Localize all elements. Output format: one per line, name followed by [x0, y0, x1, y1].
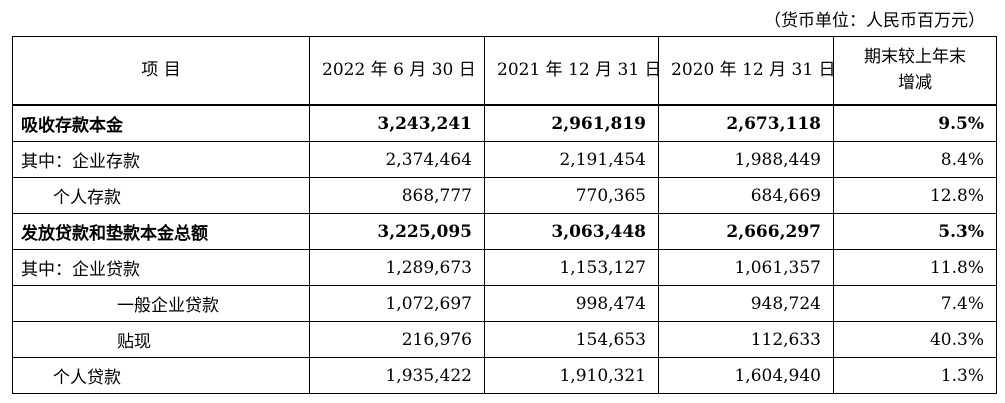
- currency-unit-note: （货币单位：人民币百万元）: [764, 11, 985, 31]
- cell-value: 684,669: [658, 177, 834, 214]
- header-change-line1: 期末较上年末: [864, 47, 966, 67]
- cell-value: 998,474: [484, 285, 659, 322]
- table-header-row: 项 目 2022 年 6 月 30 日 2021 年 12 月 31 日 202…: [12, 36, 997, 106]
- cell-value: 1,072,697: [309, 285, 485, 322]
- cell-value: 3,063,448: [484, 213, 659, 250]
- table-row: 个人存款 868,777 770,365 684,669 12.8%: [12, 177, 997, 214]
- row-label: 个人存款: [12, 177, 310, 214]
- cell-value: 1,988,449: [658, 141, 834, 178]
- cell-value: 112,633: [658, 321, 834, 358]
- cell-change: 11.8%: [833, 249, 997, 286]
- cell-value: 216,976: [309, 321, 485, 358]
- header-item: 项 目: [12, 36, 310, 106]
- cell-value: 2,666,297: [658, 213, 834, 250]
- cell-change: 9.5%: [833, 104, 997, 142]
- header-2021-12-31: 2021 年 12 月 31 日: [484, 36, 662, 106]
- cell-value: 868,777: [309, 177, 485, 214]
- cell-value: 2,961,819: [484, 104, 659, 142]
- cell-change: 1.3%: [833, 357, 997, 394]
- cell-change: 8.4%: [833, 141, 997, 178]
- cell-change: 40.3%: [833, 321, 997, 358]
- cell-value: 948,724: [658, 285, 834, 322]
- header-2020-12-31: 2020 年 12 月 31 日: [658, 36, 836, 106]
- row-label: 吸收存款本金: [12, 104, 310, 142]
- cell-value: 3,225,095: [309, 213, 485, 250]
- row-label: 发放贷款和垫款本金总额: [12, 213, 310, 250]
- table-row: 其中：企业贷款 1,289,673 1,153,127 1,061,357 11…: [12, 249, 997, 286]
- cell-value: 2,673,118: [658, 104, 834, 142]
- cell-change: 5.3%: [833, 213, 997, 250]
- header-change: 期末较上年末 增减: [833, 36, 997, 106]
- cell-value: 154,653: [484, 321, 659, 358]
- cell-value: 1,061,357: [658, 249, 834, 286]
- cell-value: 1,935,422: [309, 357, 485, 394]
- table-row: 一般企业贷款 1,072,697 998,474 948,724 7.4%: [12, 285, 997, 322]
- table-row: 发放贷款和垫款本金总额 3,225,095 3,063,448 2,666,29…: [12, 213, 997, 250]
- deposits-loans-table: 项 目 2022 年 6 月 30 日 2021 年 12 月 31 日 202…: [12, 36, 997, 394]
- cell-value: 1,289,673: [309, 249, 485, 286]
- cell-value: 3,243,241: [309, 104, 485, 142]
- table-row: 个人贷款 1,935,422 1,910,321 1,604,940 1.3%: [12, 357, 997, 394]
- row-label: 其中：企业贷款: [12, 249, 310, 286]
- table-row: 吸收存款本金 3,243,241 2,961,819 2,673,118 9.5…: [12, 104, 997, 142]
- cell-change: 7.4%: [833, 285, 997, 322]
- cell-value: 1,153,127: [484, 249, 659, 286]
- cell-value: 2,374,464: [309, 141, 485, 178]
- table-row: 贴现 216,976 154,653 112,633 40.3%: [12, 321, 997, 358]
- table-row: 其中：企业存款 2,374,464 2,191,454 1,988,449 8.…: [12, 141, 997, 178]
- cell-value: 1,604,940: [658, 357, 834, 394]
- row-label: 贴现: [12, 321, 310, 358]
- header-2022-06-30: 2022 年 6 月 30 日: [309, 36, 485, 106]
- row-label: 一般企业贷款: [12, 285, 310, 322]
- row-label: 其中：企业存款: [12, 141, 310, 178]
- cell-value: 770,365: [484, 177, 659, 214]
- header-change-line2: 增减: [898, 72, 932, 93]
- row-label: 个人贷款: [12, 357, 310, 394]
- cell-value: 1,910,321: [484, 357, 659, 394]
- cell-change: 12.8%: [833, 177, 997, 214]
- cell-value: 2,191,454: [484, 141, 659, 178]
